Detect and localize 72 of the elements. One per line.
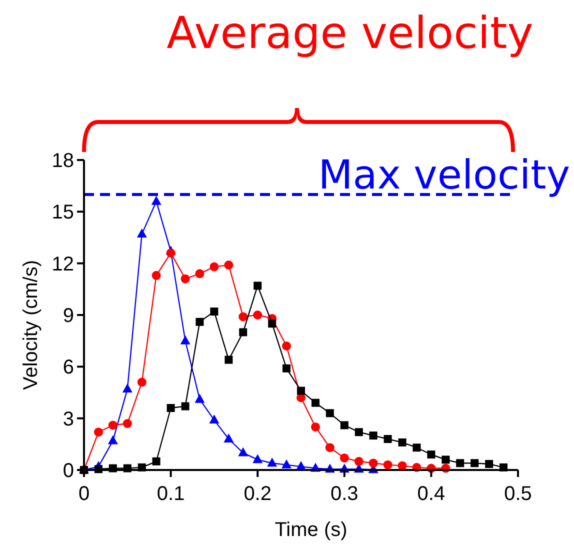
point [282,342,292,350]
ref-line-label: Max velocity [318,152,570,198]
point [442,456,450,464]
point [354,456,364,466]
point [122,419,132,428]
point [282,459,292,468]
x-tick-label: 0.2 [244,483,272,505]
point [384,435,392,443]
point [369,432,378,440]
point [210,308,218,316]
y-axis-title: Velocity (cm/s) [20,260,42,390]
x-tick-label: 0.5 [504,483,532,505]
text: Average velocity [166,8,534,59]
point [268,320,276,328]
y-tick-label: 0 [62,460,74,482]
point [94,428,103,437]
point [252,454,263,464]
point [354,428,363,436]
point [311,398,320,407]
point [427,450,436,458]
y-tick-label: 9 [62,305,74,327]
point [108,420,118,430]
point [152,457,160,466]
y-tick-label: 6 [62,356,74,379]
point [412,444,421,452]
y-tick-label: 12 [52,253,74,276]
point [195,269,204,278]
point [238,312,248,322]
x-axis-title: Time (s) [274,519,348,541]
point [151,196,162,205]
point [180,335,190,344]
x-tick-label: 0 [78,483,90,505]
point [398,438,406,446]
point [368,458,378,468]
point [267,458,278,467]
point [383,460,392,470]
point [196,318,204,326]
point [239,328,248,336]
point [122,384,132,393]
point [136,228,147,238]
y-tick-label: 3 [62,408,74,430]
x-tick-label: 0.3 [330,483,358,505]
point [152,270,161,280]
point [310,422,320,432]
y-tick-label: 18 [52,150,74,172]
point [166,404,175,412]
x-tick-label: 0.1 [156,483,185,505]
point [137,378,146,387]
point [108,435,118,444]
point [209,414,220,424]
point [485,460,494,468]
point [166,248,176,258]
point [224,260,234,270]
point [326,409,334,418]
point [470,459,479,468]
point [456,459,464,468]
point [325,443,334,452]
point [210,262,219,272]
point [238,447,248,456]
point [194,394,205,403]
point [282,364,291,372]
point [181,402,190,410]
point [253,310,262,320]
point [224,434,234,442]
point [340,453,349,462]
point [180,274,190,284]
point [224,356,233,364]
x-tick-label: 0.4 [417,483,446,505]
point [254,282,262,290]
point [340,421,348,430]
point [297,386,305,395]
y-tick-label: 15 [52,202,74,224]
